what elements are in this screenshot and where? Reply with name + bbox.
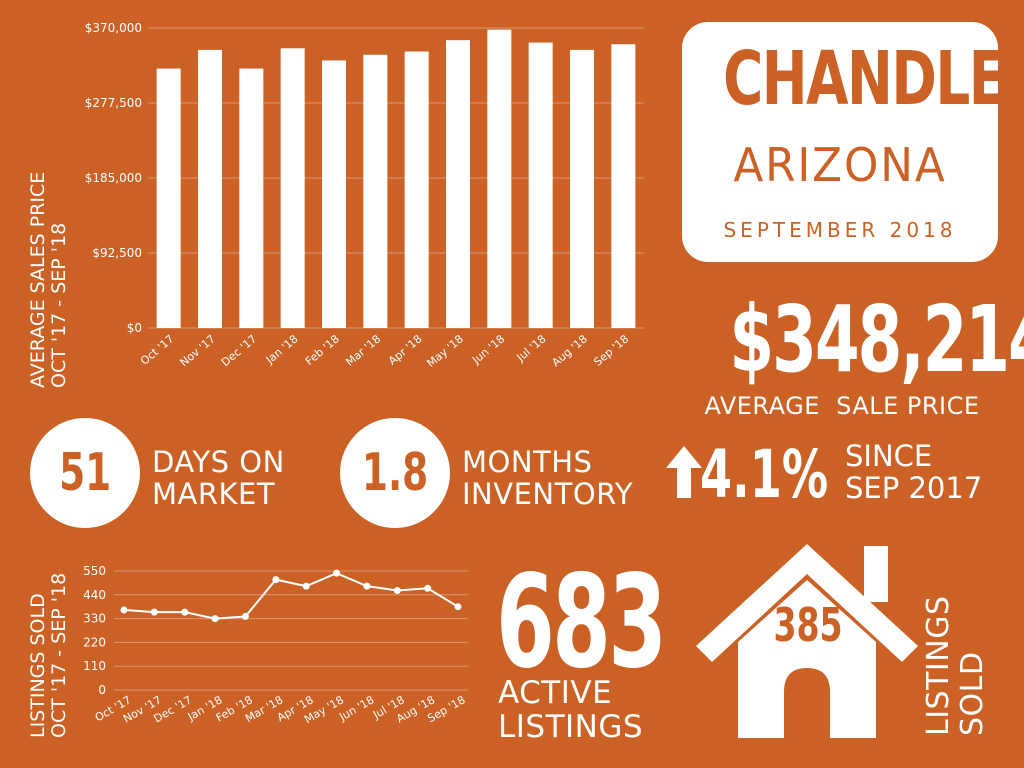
line-chart-ytick: 220 (83, 635, 106, 649)
active-listings-label-line2: LISTINGS (498, 709, 644, 745)
line-chart-ytick: 110 (83, 659, 106, 673)
line-chart-point (424, 584, 432, 592)
line-chart-ylabel-line1: LISTINGS SOLD (27, 593, 49, 738)
months-inventory-label: MONTHS INVENTORY (462, 446, 633, 510)
days-on-market-label-line1: DAYS ON (152, 445, 285, 479)
bar-chart-ytick: $277,500 (85, 96, 142, 110)
bar-chart-ytick: $185,000 (85, 171, 142, 185)
bar-chart-bar (570, 49, 594, 328)
bar-chart-xtick: Aug '18 (549, 332, 590, 369)
months-inventory-label-line1: MONTHS (462, 445, 593, 479)
days-on-market-circle: 51 (30, 418, 140, 528)
days-on-market-value: 51 (58, 443, 112, 503)
up-arrow-icon (666, 446, 702, 498)
line-chart-point (241, 612, 249, 620)
line-chart-point (181, 608, 189, 616)
listings-sold-value: 385 (773, 598, 843, 652)
average-price-value: $348,214 (729, 286, 1024, 393)
bar-chart-ytick: $0 (127, 321, 142, 335)
line-chart-ytick: 0 (98, 683, 106, 697)
bar-chart-bar (198, 49, 222, 328)
price-change-label-line2: SEP 2017 (845, 471, 983, 505)
title-state: ARIZONA (733, 138, 947, 192)
line-chart-point (150, 608, 158, 616)
bar-chart-bar (487, 29, 512, 329)
line-chart-xtick: Jun '18 (336, 693, 376, 724)
days-on-market-label: DAYS ON MARKET (152, 446, 285, 510)
bar-chart-bar (280, 48, 305, 329)
line-chart-point (272, 576, 280, 584)
months-inventory-value: 1.8 (361, 443, 429, 503)
bar-chart-bar (156, 68, 181, 329)
bar-chart-bar (446, 40, 470, 328)
house-icon (696, 544, 918, 738)
title-card: CHANDLER ARIZONA SEPTEMBER 2018 (682, 22, 1024, 262)
price-change-label-line1: SINCE (845, 439, 933, 473)
line-chart-series-line (123, 572, 459, 620)
line-chart-point (333, 569, 341, 577)
price-change-value: 4.1% (700, 436, 829, 513)
months-inventory-circle: 1.8 (340, 418, 450, 528)
active-listings-label-line1: ACTIVE (498, 675, 613, 711)
bar-chart-ytick: $370,000 (85, 21, 142, 35)
line-chart-point (393, 586, 401, 594)
line-chart-point (454, 603, 462, 611)
bar-chart-bar (528, 42, 553, 328)
line-chart-ylabel: LISTINGS SOLD OCT '17 - SEP '18 (27, 572, 70, 738)
months-inventory-label-line2: INVENTORY (462, 477, 634, 511)
bar-chart-xtick: Sep '18 (591, 332, 631, 368)
line-chart-ytick: 550 (83, 564, 106, 578)
listings-sold-label: LISTINGS SOLD (921, 595, 990, 736)
bar-chart-xtick: Jul '18 (514, 332, 549, 364)
line-chart-point (302, 582, 310, 590)
average-price-label: AVERAGE SALE PRICE (704, 392, 980, 420)
bar-chart-bar (363, 54, 388, 329)
line-chart-ytick: 330 (83, 612, 106, 626)
listings-sold-label-line2: SOLD (955, 651, 990, 736)
bar-chart-bar (404, 51, 429, 328)
days-on-market-label-line2: MARKET (152, 477, 276, 511)
title-period: SEPTEMBER 2018 (723, 218, 957, 242)
line-chart-point (120, 606, 128, 614)
line-chart-point (211, 615, 219, 623)
bar-chart-bar (611, 44, 636, 328)
line-chart-ytick: 440 (83, 588, 106, 602)
bar-chart-bar (239, 68, 264, 329)
bar-chart-ytick: $92,500 (92, 246, 142, 260)
title-city: CHANDLER (723, 36, 1024, 122)
active-listings-label: ACTIVE LISTINGS (498, 676, 643, 744)
active-listings-value: 683 (496, 548, 667, 697)
line-chart-point (363, 582, 371, 590)
line-chart-ylabel-line2: OCT '17 - SEP '18 (48, 572, 70, 738)
price-change-label: SINCE SEP 2017 (845, 440, 982, 504)
bar-chart-bar (322, 60, 346, 328)
listings-sold-label-line1: LISTINGS (921, 595, 956, 736)
